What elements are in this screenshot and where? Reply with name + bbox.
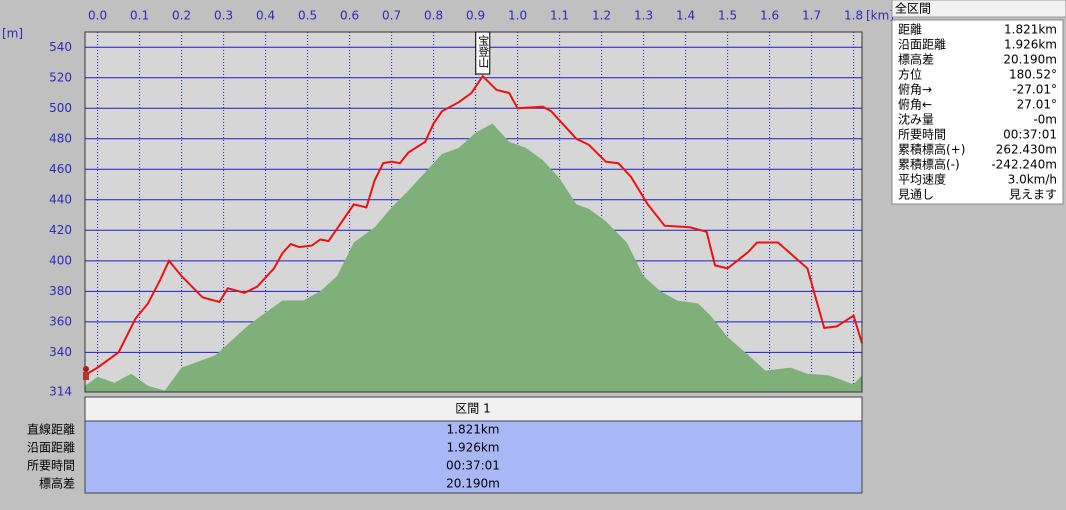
x-tick-label: 1.7	[802, 9, 821, 23]
x-tick-label: 0.3	[214, 9, 233, 23]
summary-value: 1.926km	[1004, 38, 1057, 52]
x-tick-label: 0.1	[130, 9, 149, 23]
annotation-box	[475, 31, 491, 75]
summary-label: 所要時間	[898, 128, 946, 142]
x-tick-label: 0.7	[382, 9, 401, 23]
section-label: 所要時間	[27, 459, 75, 473]
x-tick-label: 1.8	[844, 9, 863, 23]
y-tick-label: 314	[49, 385, 72, 399]
y-tick-label: 440	[49, 192, 72, 206]
summary-label: 俯角←	[898, 97, 932, 112]
summary-label: 標高差	[898, 52, 934, 67]
section-rows: 直線距離 1.821km 沿面距離 1.926km 所要時間 00:37:01 標高差 20.…	[27, 422, 500, 491]
summary-label: 沿面距離	[898, 38, 946, 52]
y-tick-label: 360	[49, 314, 72, 328]
summary-value: -0m	[1033, 113, 1057, 127]
summary-label: 沈み量	[898, 112, 934, 127]
x-tick-label: 0.2	[172, 9, 191, 23]
summary-value: 180.52°	[1009, 68, 1057, 82]
y-tick-label: 420	[49, 223, 72, 237]
x-tick-label: 1.0	[508, 9, 527, 23]
summary-label: 平均速度	[898, 172, 946, 187]
summary-panel	[891, 19, 1064, 205]
x-tick-label: 0.8	[424, 9, 443, 23]
y-axis-label: [m]	[2, 27, 23, 41]
x-tick-label: 1.6	[760, 9, 779, 23]
section-header-box	[84, 396, 863, 422]
hiker-icon	[83, 372, 89, 380]
summary-value: 20.190m	[1003, 53, 1057, 67]
section-value: 00:37:01	[446, 459, 500, 473]
section-value: 1.821km	[447, 423, 500, 437]
elevation-line	[86, 74, 863, 375]
y-tick-label: 500	[49, 101, 72, 115]
summary-value: 27.01°	[1017, 98, 1057, 112]
summary-value: 1.821km	[1004, 23, 1057, 37]
peak-annotation: 宝登山	[477, 34, 490, 68]
plot: 0.0 0.1 0.2 0.3 0.4 0.5 0.6 0.7 0.8 0.9 1.0 1.1 1.2 1…	[49, 9, 863, 399]
plot-border	[84, 31, 863, 393]
hiker-icon	[83, 366, 89, 372]
x-tick-label: 1.3	[634, 9, 653, 23]
summary-rows: 距離 1.821km 沿面距離 1.926km 標高差 20.190m 方位 180.52° 俯…	[898, 23, 1057, 202]
summary-value: 見えます	[1009, 188, 1057, 202]
section-value: 20.190m	[446, 477, 500, 491]
section-header: 区間 1	[455, 402, 490, 416]
y-tick-label: 400	[49, 253, 72, 267]
section-body	[84, 420, 863, 494]
x-tick-label: 0.4	[256, 9, 275, 23]
y-tick-label: 340	[49, 345, 72, 359]
x-tick-label: 0.0	[88, 9, 107, 23]
section-label: 沿面距離	[27, 441, 75, 455]
summary-value: 00:37:01	[1003, 128, 1057, 142]
section-label: 標高差	[39, 476, 75, 491]
summary-label: 方位	[898, 67, 922, 82]
y-tick-label: 460	[49, 162, 72, 176]
y-tick-label: 540	[49, 40, 72, 54]
summary-label: 見通し	[898, 188, 934, 202]
x-axis-label: [km]	[866, 9, 894, 23]
summary-value: 262.430m	[996, 143, 1057, 157]
x-tick-label: 1.5	[718, 9, 737, 23]
x-tick-label: 0.9	[466, 9, 485, 23]
summary-value: -242.240m	[991, 158, 1057, 172]
x-tick-label: 1.1	[550, 9, 569, 23]
summary-label: 俯角→	[898, 82, 932, 97]
section-value: 1.926km	[447, 441, 500, 455]
y-tick-label: 520	[49, 70, 72, 84]
x-tick-label: 0.6	[340, 9, 359, 23]
summary-label: 距離	[898, 23, 922, 37]
y-tick-label: 480	[49, 131, 72, 145]
x-tick-label: 1.4	[676, 9, 695, 23]
x-tick-label: 1.2	[592, 9, 611, 23]
summary-title-box	[891, 0, 1066, 18]
terrain-area	[85, 123, 862, 392]
summary-label: 累積標高(+)	[898, 142, 965, 157]
y-tick-label: 380	[49, 284, 72, 298]
summary-value: -27.01°	[1012, 83, 1057, 97]
summary-title: 全区間	[895, 1, 931, 16]
x-tick-label: 0.5	[298, 9, 317, 23]
section-label: 直線距離	[27, 422, 75, 437]
summary-value: 3.0km/h	[1008, 173, 1057, 187]
summary-label: 累積標高(-)	[898, 157, 960, 172]
